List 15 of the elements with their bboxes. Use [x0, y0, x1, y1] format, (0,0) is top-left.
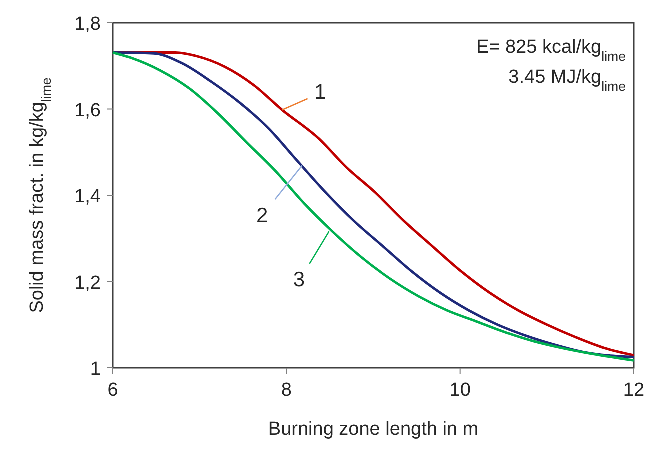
y-tick-label: 1,2 — [74, 272, 101, 294]
annotation: E= 825 kcal/kg$_{lime}$ — [476, 37, 626, 64]
annotation: 2 — [256, 204, 268, 228]
x-tick-label: 8 — [281, 380, 292, 401]
y-tick-label: 1 — [90, 359, 101, 380]
x-tick-label: 10 — [450, 380, 471, 401]
annotation: 1 — [314, 81, 326, 104]
y-tick-label: 1,6 — [74, 100, 101, 122]
annotation: 3.45 MJ/kg$_{lime}$ — [508, 67, 626, 94]
x-tick-label: 6 — [108, 380, 118, 401]
y-tick-label: 1,8 — [74, 14, 101, 35]
y-tick-label: 1,4 — [74, 186, 102, 208]
x-axis-title: Burning zone length in m — [268, 419, 479, 440]
x-tick-label: 12 — [623, 380, 645, 401]
annotation: 3 — [293, 268, 306, 292]
